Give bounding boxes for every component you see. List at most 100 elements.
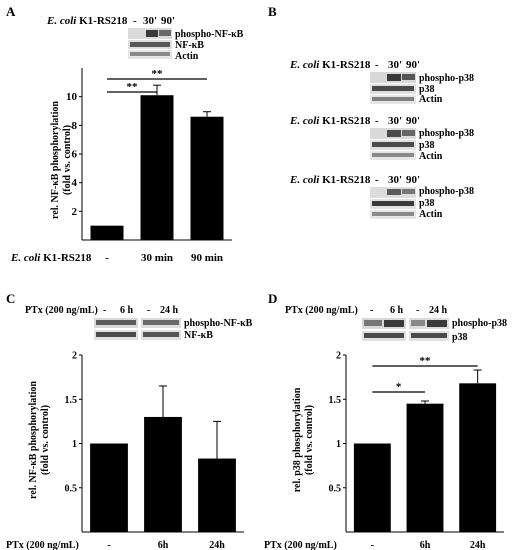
panel-b-blot-1-lane-3: 90' — [406, 59, 420, 71]
panel-b-blot-2-lane-3: 90' — [406, 115, 420, 127]
panel-a-lane-2: 30' — [143, 15, 157, 27]
panel-b-blot-2-label-3: Actin — [419, 151, 443, 162]
significance-marker: ** — [420, 355, 432, 367]
panel-b-blot-1-label-1: phospho-p38 — [419, 73, 474, 84]
y-tick-label: 0.5 — [65, 483, 78, 494]
panel-b-blot-2-label-2: p38 — [419, 140, 435, 151]
bar-24h — [198, 458, 236, 532]
panel-b-blot-3-label-3: Actin — [419, 209, 443, 220]
band — [96, 332, 136, 337]
band — [384, 320, 404, 327]
band — [130, 52, 170, 56]
band — [411, 320, 425, 326]
band — [387, 189, 401, 195]
panel-b-blot-3-lane-3: 90' — [406, 174, 420, 186]
panel-d-blot-label-2: p38 — [452, 332, 468, 343]
panel-a-lane-1: - — [133, 15, 137, 27]
panel-b-blot-1-lane-2: 30' — [388, 59, 402, 71]
panel-a-blot-label-3: Actin — [175, 51, 199, 62]
panel-b-blot-1-agent: E. coli K1-RS218 — [289, 59, 371, 71]
panel-c-blot-label-2: NF-κB — [184, 330, 213, 341]
panel-a-ylabel-1: rel. NF-κB phosphorylation — [50, 101, 61, 219]
y-tick-label: 1.5 — [65, 395, 78, 406]
panel-d-ylabel-2: (fold vs. control) — [304, 405, 315, 475]
bar-control — [90, 225, 124, 240]
panel-b-blot-3-lane-2: 30' — [388, 174, 402, 186]
panel-a-blot-agent: E. coli K1-RS218 — [46, 15, 128, 27]
bar-6h — [144, 416, 182, 532]
band — [427, 320, 447, 327]
panel-b-blot-2: E. coli K1-RS218 - 30' 90' phospho-p38 p… — [289, 115, 474, 162]
band — [372, 86, 414, 91]
panel-c-ylabel-1: rel. NF-κB phosphorylation — [28, 381, 39, 499]
panel-d-blot-label-1: phospho-p38 — [452, 318, 507, 329]
y-tick-label: 2 — [72, 351, 77, 362]
x-tick-label: 24h — [209, 540, 225, 550]
panel-a-letter: A — [6, 4, 16, 19]
band — [411, 333, 447, 338]
panel-d-blot-agent: PTx (200 ng/mL) — [285, 305, 358, 316]
band — [159, 30, 171, 36]
panel-a-blot-label-1: phospho-NF-κB — [175, 29, 244, 40]
band — [372, 201, 414, 206]
panel-c-ylabel-2: (fold vs. control) — [40, 405, 51, 475]
bar-30-min — [140, 95, 174, 240]
band — [364, 320, 382, 326]
band — [402, 189, 415, 194]
band — [372, 212, 414, 216]
x-tick-label: - — [105, 252, 109, 264]
panel-b-blot-1-label-3: Actin — [419, 94, 443, 105]
bar-control — [353, 443, 391, 532]
y-tick-label: 8 — [72, 120, 78, 132]
x-tick-label: 24h — [470, 540, 486, 550]
y-tick-label: 2 — [72, 206, 78, 218]
panel-b-blot-3: E. coli K1-RS218 - 30' 90' phospho-p38 p… — [289, 174, 474, 220]
panel-b-blot-1: E. coli K1-RS218 - 30' 90' phospho-p38 p… — [289, 59, 474, 105]
bar-control — [90, 443, 128, 532]
panel-a-ylabel-2: (fold vs. control) — [62, 125, 73, 195]
panel-d-lane-2: 6 h — [390, 305, 404, 316]
panel-c-blot: PTx (200 ng/mL) - 6 h - 24 h phospho-NF-… — [25, 305, 253, 341]
y-tick-label: 4 — [72, 177, 78, 189]
panel-d-ylabel-1: rel. p38 phosphorylation — [292, 387, 303, 492]
panel-a-blot: E. coli K1-RS218 - 30' 90' phospho-NF-κB… — [46, 15, 244, 62]
x-tick-label: 30 min — [141, 252, 173, 264]
panel-d-lane-4: 24 h — [429, 305, 448, 316]
band — [146, 30, 158, 37]
panel-d-lane-1: - — [370, 305, 373, 316]
panel-c-chart: - 6h 24h 0.5 1 1.5 2 rel. NF-κB phosphorylatio… — [6, 351, 244, 550]
y-tick-label: 1 — [72, 439, 77, 450]
significance-marker: * — [396, 381, 402, 393]
significance-marker: ** — [152, 68, 164, 80]
panel-a-lane-3: 90' — [161, 15, 175, 27]
x-tick-label: 6h — [420, 540, 431, 550]
bar-90-min — [190, 116, 224, 240]
panel-b-blot-3-agent: E. coli K1-RS218 — [289, 174, 371, 186]
panel-c-lane-1: - — [103, 305, 106, 316]
panel-b-blot-3-label-2: p38 — [419, 198, 435, 209]
panel-a-chart: - 30 min 90 min 2 4 6 8 10 ** ** rel. NF-κB phosp… — [10, 68, 232, 264]
panel-b-blot-2-lane-1: - — [375, 115, 379, 127]
band — [387, 130, 401, 137]
band — [96, 320, 136, 325]
panel-d-blot: PTx (200 ng/mL) - 6 h - 24 h phospho-p38… — [285, 305, 507, 343]
y-tick-label: 10 — [66, 91, 78, 103]
panel-b-blot-3-label-1: phospho-p38 — [419, 186, 474, 197]
panel-d-letter: D — [268, 291, 277, 306]
x-tick-label: - — [107, 540, 110, 550]
panel-d-xlabel: PTx (200 ng/mL) — [264, 540, 337, 550]
band — [130, 42, 170, 47]
y-tick-label: 1 — [336, 439, 341, 450]
band — [372, 153, 414, 157]
y-tick-label: 2 — [336, 351, 341, 362]
band — [143, 332, 179, 337]
band — [372, 142, 414, 147]
panel-a-blot-label-2: NF-κB — [175, 40, 204, 51]
y-tick-label: 6 — [72, 149, 78, 161]
band — [387, 74, 401, 81]
panel-b-blot-3-lane-1: - — [375, 174, 379, 186]
panel-c-letter: C — [6, 291, 15, 306]
panel-a-xlabel: E. coli K1-RS218 — [10, 252, 92, 264]
